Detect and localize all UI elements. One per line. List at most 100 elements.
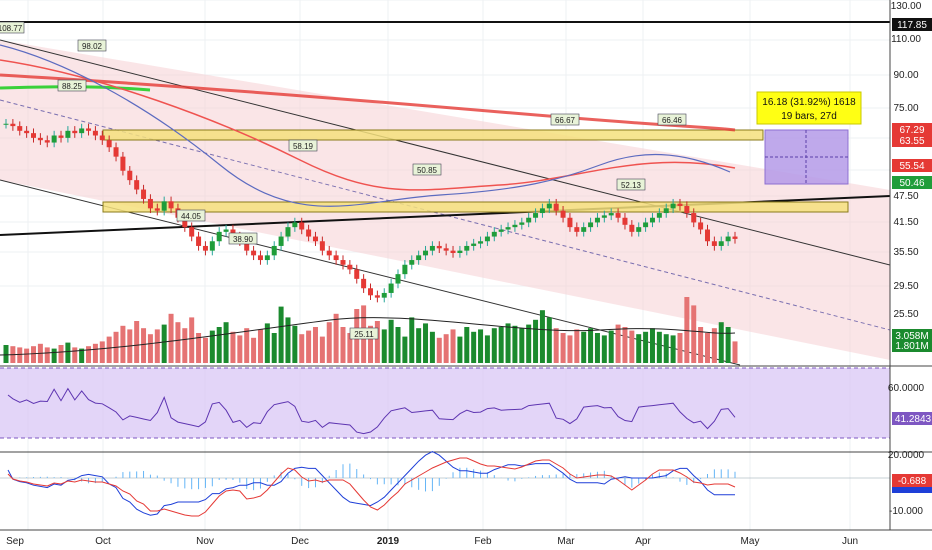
candle bbox=[581, 227, 587, 232]
candle bbox=[196, 236, 202, 246]
volume-bar bbox=[395, 327, 401, 363]
volume-bar bbox=[484, 335, 490, 363]
candle bbox=[670, 203, 676, 209]
candle bbox=[333, 255, 339, 261]
candle bbox=[209, 241, 215, 251]
annotation-tag bbox=[176, 209, 206, 222]
candle bbox=[519, 222, 525, 225]
candle bbox=[436, 245, 442, 249]
annotation-tag-text: 38.90 bbox=[233, 235, 254, 244]
measure-label bbox=[756, 91, 862, 125]
candle bbox=[37, 137, 43, 141]
candle bbox=[498, 229, 504, 232]
volume-bar bbox=[601, 335, 607, 363]
candle bbox=[423, 250, 429, 256]
volume-bar bbox=[608, 330, 614, 363]
time-axis-label: Apr bbox=[635, 536, 651, 547]
volume-bar bbox=[299, 334, 305, 363]
annotation-tag bbox=[228, 232, 258, 245]
candle bbox=[44, 140, 50, 143]
candle bbox=[684, 206, 690, 214]
support-zone[interactable] bbox=[102, 201, 849, 213]
macd-signal-line bbox=[7, 457, 736, 517]
volume-bar bbox=[161, 324, 167, 363]
candle bbox=[368, 288, 373, 296]
candle bbox=[120, 156, 126, 171]
candle bbox=[395, 274, 401, 284]
rsi-pane[interactable] bbox=[0, 365, 932, 439]
volume-bar bbox=[567, 335, 573, 363]
candle bbox=[484, 236, 490, 242]
volume-bar bbox=[698, 327, 704, 363]
volume-bar bbox=[416, 328, 422, 363]
candle bbox=[629, 224, 635, 232]
candle bbox=[416, 255, 422, 261]
candle bbox=[457, 250, 463, 253]
price-tag-text: 1.801M bbox=[895, 341, 928, 352]
candle bbox=[725, 236, 731, 242]
volume-bar bbox=[86, 346, 92, 363]
volume-bar bbox=[347, 333, 353, 363]
volume-bar bbox=[539, 310, 545, 363]
candle bbox=[292, 222, 298, 228]
candle bbox=[615, 213, 621, 218]
channel-midline[interactable] bbox=[0, 99, 891, 331]
candle bbox=[127, 170, 133, 181]
volume-bar bbox=[134, 321, 140, 363]
candle bbox=[134, 180, 140, 190]
time-axis-label: Feb bbox=[474, 536, 492, 547]
channel-upper-line[interactable] bbox=[0, 39, 891, 266]
volume-bar bbox=[533, 319, 539, 363]
candle bbox=[443, 248, 449, 251]
candle bbox=[704, 229, 710, 242]
volume-bar bbox=[319, 336, 325, 363]
annotation-tag bbox=[550, 113, 580, 126]
time-axis-label: Jun bbox=[842, 536, 858, 547]
candle bbox=[361, 278, 367, 289]
volume-bars bbox=[0, 297, 738, 363]
candle bbox=[92, 130, 98, 136]
annotation-tag bbox=[0, 21, 25, 34]
volume-bar bbox=[457, 336, 463, 363]
candle bbox=[3, 123, 9, 125]
volume-bar bbox=[718, 322, 724, 363]
resistance-zone[interactable] bbox=[102, 129, 764, 141]
volume-bar bbox=[443, 334, 449, 363]
volume-bar bbox=[553, 328, 559, 363]
volume-bar bbox=[663, 334, 669, 363]
macd-pane[interactable] bbox=[0, 451, 932, 517]
candle bbox=[271, 245, 277, 256]
volume-bar bbox=[423, 323, 429, 363]
volume-bar bbox=[374, 321, 380, 363]
macd-value-tag bbox=[892, 474, 932, 487]
volume-bar bbox=[725, 327, 731, 363]
candle bbox=[106, 140, 112, 148]
candle bbox=[244, 241, 250, 251]
candle bbox=[86, 128, 92, 131]
volume-bar bbox=[429, 331, 435, 363]
volume-bar bbox=[402, 336, 408, 363]
candle bbox=[168, 201, 174, 209]
price-axis-tick: 75.00 bbox=[893, 103, 918, 114]
candle bbox=[285, 227, 291, 237]
candle bbox=[51, 135, 57, 143]
candle bbox=[347, 264, 353, 270]
volume-bar bbox=[141, 328, 147, 363]
volume-bar bbox=[560, 333, 566, 363]
chart-drawings[interactable]: 16.18 (31.92%) 1618 19 bars, 27d bbox=[0, 21, 891, 366]
volume-bar bbox=[79, 348, 85, 363]
price-tag bbox=[892, 329, 932, 342]
volume-bar bbox=[257, 329, 263, 363]
volume-bar bbox=[230, 331, 236, 363]
price-axis-tick: 29.50 bbox=[893, 281, 918, 292]
volume-bar bbox=[512, 325, 518, 363]
volume-bar bbox=[326, 322, 332, 363]
price-annotations: 108.77 98.02 88.25 58.19 44.05 38.90 50.85 66.6… bbox=[0, 21, 687, 340]
candle bbox=[429, 245, 435, 251]
volume-bar bbox=[643, 331, 649, 363]
volume-bar bbox=[175, 322, 181, 363]
candle bbox=[567, 217, 573, 228]
candle bbox=[491, 231, 497, 237]
